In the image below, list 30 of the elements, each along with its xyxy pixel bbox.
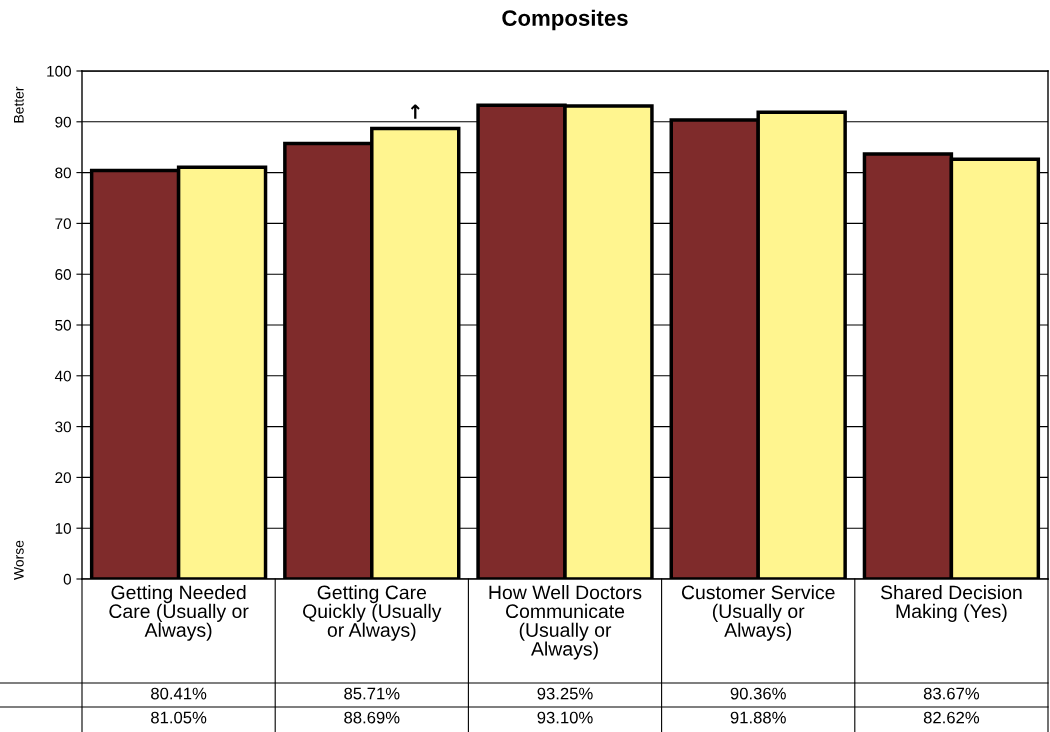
x-tick-label: Shared Decision Making (Yes)	[880, 585, 1022, 622]
data-label: 93.10%	[537, 711, 593, 724]
y-tick-label: 20	[55, 472, 71, 484]
y-tick-label: 90	[55, 116, 71, 128]
data-label: 82.62%	[923, 711, 980, 724]
y-tick-label: 50	[55, 319, 71, 331]
data-label: 81.05%	[151, 711, 207, 724]
x-tick-label: Getting Care Quickly (Usually or Always)	[303, 585, 442, 641]
y-tick-label: 10	[55, 523, 71, 534]
data-label: 91.88%	[730, 711, 786, 724]
y-tick-label: 70	[55, 218, 71, 230]
x-tick-label: How Well Doctors Communicate (Usually or Always)	[489, 585, 642, 660]
x-tick-label: Customer Service (Usually or Always)	[681, 585, 835, 641]
data-label: 83.67%	[923, 687, 980, 700]
y-tick-label: 30	[55, 421, 71, 433]
x-tick-label: Getting Needed Care (Usually or Always)	[109, 585, 249, 641]
text: Worse	[14, 540, 24, 580]
y-tick-label: 0	[63, 573, 71, 585]
data-label: 88.69%	[344, 711, 400, 724]
data-label: 90.36%	[730, 687, 786, 700]
text: Better	[14, 86, 24, 123]
y-tick-label: 60	[55, 269, 71, 280]
annotation: ↑	[410, 104, 420, 119]
data-label: 80.41%	[151, 687, 207, 700]
y-tick-label: 100	[47, 65, 71, 77]
chart-title: Composites	[502, 9, 628, 31]
data-label: 93.25%	[537, 687, 593, 700]
data-label: 85.71%	[344, 687, 400, 700]
y-tick-label: 40	[54, 370, 71, 382]
y-tick-label: 80	[55, 167, 71, 179]
